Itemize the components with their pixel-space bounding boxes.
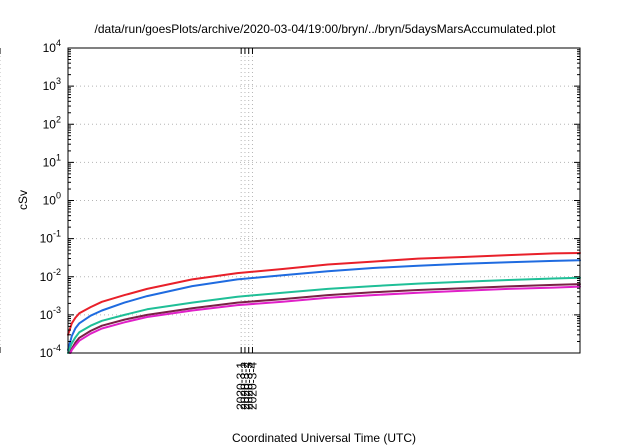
y-tick-label: 10-4 xyxy=(40,343,61,360)
y-axis-label: cSv xyxy=(16,190,30,210)
y-tick-label: 103 xyxy=(43,76,61,93)
x-tick-label: 2020-3-2 xyxy=(238,362,252,410)
y-tick-label: 102 xyxy=(43,114,61,131)
x-tick-label: 2020-3-4 xyxy=(245,362,259,410)
x-axis-label: Coordinated Universal Time (UTC) xyxy=(232,431,416,445)
series-line-5 xyxy=(69,285,581,354)
axis-ticks: 10-410-310-210-11001011021031042020-2-29… xyxy=(0,0,580,410)
series-line-4 xyxy=(68,283,581,354)
series-line-3 xyxy=(67,276,581,354)
chart-title: /data/run/goesPlots/archive/2020-03-04/1… xyxy=(95,22,557,36)
series-line-1 xyxy=(67,252,581,336)
y-tick-label: 10-3 xyxy=(40,305,61,322)
series-line-2 xyxy=(67,259,581,351)
x-tick-label: 2020-3-3 xyxy=(242,362,256,410)
x-tick-label: 2020-3-1 xyxy=(234,362,248,410)
y-tick-label: 101 xyxy=(43,152,61,169)
y-tick-label: 100 xyxy=(43,191,61,208)
y-tick-label: 10-1 xyxy=(40,229,61,246)
y-tick-label: 10-2 xyxy=(40,267,61,284)
grid xyxy=(0,48,580,353)
series-lines xyxy=(67,252,581,354)
y-tick-label: 104 xyxy=(43,38,61,55)
